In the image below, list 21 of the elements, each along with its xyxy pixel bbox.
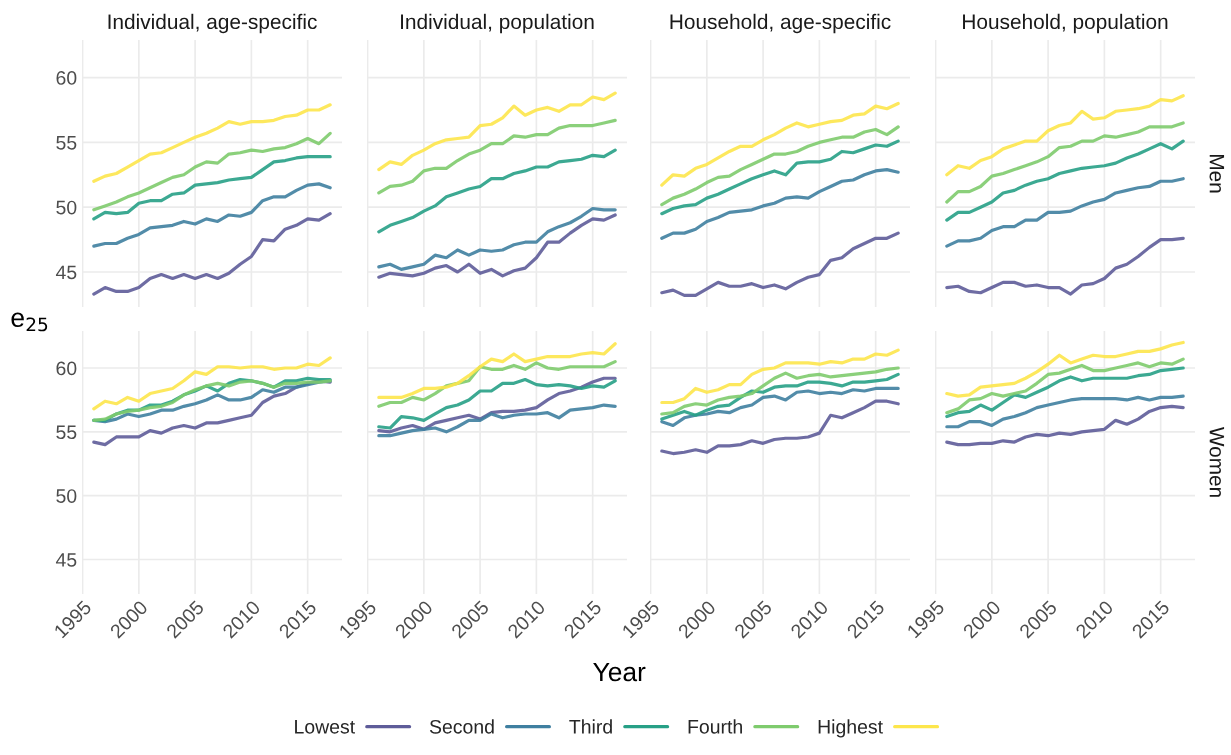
chart-title: Individual, population <box>401 13 594 34</box>
y-tick-label: 50 <box>56 489 77 503</box>
x-axis-title: Year <box>593 662 646 682</box>
text: Women <box>1209 426 1225 497</box>
chart-title: Individual, age-specific <box>108 13 317 34</box>
legend-label: Third <box>569 719 612 734</box>
y-tick-label: 45 <box>55 265 77 280</box>
y-tick-label: 55 <box>56 425 77 440</box>
legend-label: Fourth <box>688 719 742 734</box>
legend-label: Second <box>429 719 494 734</box>
y-tick-label: 55 <box>56 136 77 150</box>
legend-label: Lowest <box>295 720 355 734</box>
y-tick-label: 60 <box>56 71 77 85</box>
chart-title: Household, age-specific <box>670 13 891 34</box>
y-tick-label: 50 <box>56 200 77 215</box>
legend-label: Highest <box>818 719 883 738</box>
chart-title: Household, population <box>963 13 1168 34</box>
y-axis-title: e$_{25}$ <box>11 312 48 332</box>
text: Men <box>1209 154 1225 193</box>
y-tick-label: 45 <box>55 553 77 567</box>
y-tick-label: 60 <box>56 361 77 376</box>
